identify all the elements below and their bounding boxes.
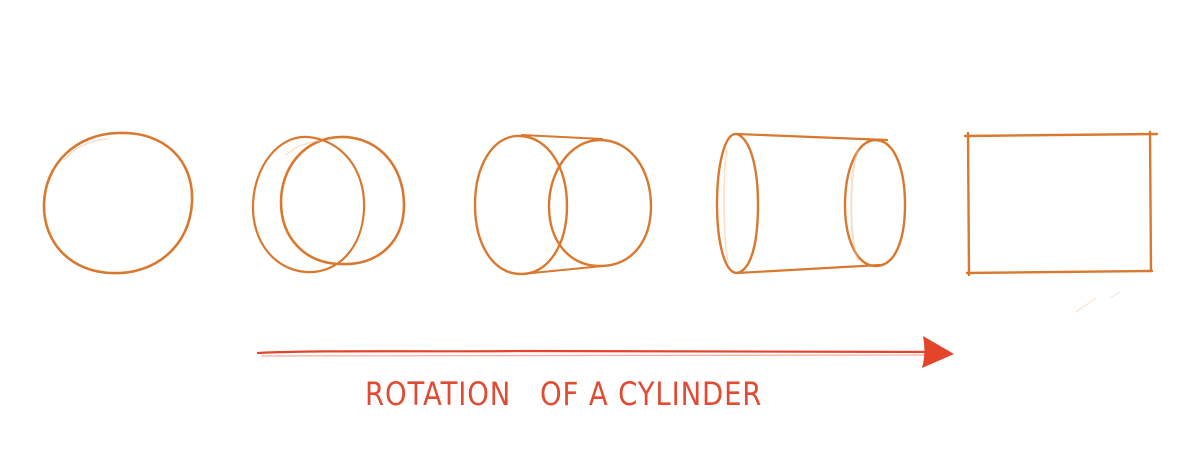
stage-half-turned-cylinder <box>473 134 653 276</box>
stage-circle <box>42 131 194 275</box>
stage-side-rectangle <box>963 130 1159 313</box>
stage-slightly-turned-cylinder <box>251 135 406 274</box>
caption: ROTATION OF A CYLINDER <box>365 375 763 413</box>
rotation-arrow <box>256 336 954 368</box>
stage-mostly-turned-cylinder <box>715 132 907 275</box>
arrow-head-icon <box>922 336 954 368</box>
